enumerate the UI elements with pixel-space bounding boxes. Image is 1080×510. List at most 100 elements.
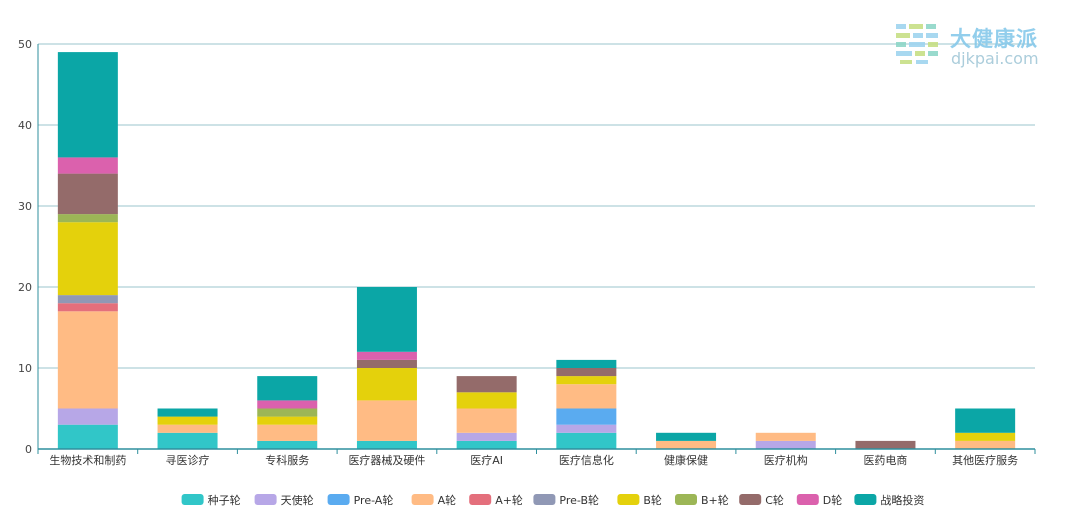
- legend-item[interactable]: 种子轮: [181, 493, 241, 507]
- bar-segment[interactable]: [57, 214, 118, 223]
- bar-segment[interactable]: [57, 408, 118, 425]
- bar-segment[interactable]: [556, 424, 617, 433]
- legend-label: A+轮: [495, 493, 523, 507]
- bar-segment[interactable]: [456, 376, 517, 393]
- legend-item[interactable]: B+轮: [675, 493, 729, 507]
- x-tick-label: 寻医诊疗: [166, 453, 210, 467]
- legend-item[interactable]: A+轮: [469, 493, 523, 507]
- bar-segment[interactable]: [955, 432, 1016, 441]
- legend-swatch: [675, 494, 697, 505]
- legend-label: C轮: [765, 493, 784, 507]
- legend-swatch: [739, 494, 762, 505]
- bar-segment[interactable]: [356, 359, 417, 368]
- y-tick-label: 10: [18, 362, 32, 375]
- legend-item[interactable]: C轮: [739, 493, 784, 507]
- bar-segment[interactable]: [157, 408, 218, 417]
- legend-item[interactable]: B轮: [617, 493, 662, 507]
- legend-label: 种子轮: [208, 493, 241, 507]
- y-tick-label: 0: [25, 443, 32, 456]
- bar-segment[interactable]: [855, 440, 916, 449]
- x-tick-label: 其他医疗服务: [952, 453, 1018, 467]
- bar-segment[interactable]: [456, 440, 517, 449]
- x-tick-label: 医疗AI: [470, 453, 503, 467]
- bar-segment[interactable]: [755, 440, 816, 449]
- bar-segment[interactable]: [57, 222, 118, 296]
- bar-segment[interactable]: [257, 424, 318, 441]
- bar-segment[interactable]: [556, 408, 617, 425]
- legend-label: 战略投资: [880, 493, 924, 507]
- legend-item[interactable]: Pre-B轮: [533, 493, 599, 507]
- bar-segment[interactable]: [257, 440, 318, 449]
- legend-item[interactable]: 战略投资: [854, 493, 924, 507]
- x-tick-label: 医疗器械及硬件: [348, 453, 425, 467]
- y-tick-label: 20: [18, 281, 32, 294]
- bar-segment[interactable]: [157, 416, 218, 425]
- bar-segment[interactable]: [656, 440, 717, 449]
- bar-segment[interactable]: [356, 351, 417, 360]
- bar-segment[interactable]: [556, 432, 617, 449]
- bar-segment[interactable]: [57, 311, 118, 409]
- legend-item[interactable]: 天使轮: [254, 493, 314, 507]
- y-tick-label: 40: [18, 119, 32, 132]
- bar-segment[interactable]: [456, 392, 517, 409]
- bar-segment[interactable]: [556, 384, 617, 409]
- x-axis: 生物技术和制药 寻医诊疗 专科服务 医疗器械及硬件 医疗AI 医疗信息化 健康保健 医疗机构 医…: [37, 448, 1036, 467]
- legend-item[interactable]: Pre-A轮: [327, 493, 394, 507]
- bar-segment[interactable]: [57, 303, 118, 312]
- legend-label: Pre-A轮: [354, 493, 394, 507]
- bar-segment[interactable]: [356, 400, 417, 441]
- bar-segment[interactable]: [656, 432, 717, 441]
- legend-label: B+轮: [701, 493, 729, 507]
- legend-swatch: [327, 494, 350, 505]
- bar-segment[interactable]: [556, 376, 617, 385]
- legend-label: A轮: [438, 493, 457, 507]
- legend: 种子轮 天使轮 Pre-A轮 A轮 A+轮 Pre-B轮 B轮 B+轮 C轮 D轮 战略投资: [181, 493, 924, 507]
- legend-item[interactable]: D轮: [796, 493, 842, 507]
- bar-segment[interactable]: [456, 408, 517, 433]
- bar-segment[interactable]: [57, 52, 118, 158]
- x-tick-label: 医疗信息化: [559, 453, 614, 467]
- x-tick-label: 专科服务: [265, 453, 309, 467]
- bar-segment[interactable]: [257, 416, 318, 425]
- bar-segment[interactable]: [356, 440, 417, 449]
- bar-segment[interactable]: [755, 432, 816, 441]
- x-tick-label: 医药电商: [863, 453, 907, 467]
- bar-segment[interactable]: [456, 432, 517, 441]
- bar-segment[interactable]: [57, 157, 118, 174]
- brand-name: 大健康派: [950, 27, 1038, 51]
- bar-segment[interactable]: [57, 173, 118, 215]
- bar-segment[interactable]: [955, 408, 1016, 433]
- legend-swatch: [469, 494, 492, 505]
- legend-swatch: [854, 494, 877, 505]
- x-tick-label: 医疗机构: [764, 453, 808, 467]
- legend-label: D轮: [823, 493, 842, 507]
- x-tick-label: 健康保健: [664, 453, 708, 467]
- bar-segment[interactable]: [955, 440, 1016, 449]
- bar-segment[interactable]: [257, 400, 318, 409]
- bars: [57, 52, 1016, 449]
- legend-swatch: [617, 494, 640, 505]
- legend-swatch: [181, 494, 204, 505]
- bar-segment[interactable]: [157, 424, 218, 433]
- y-tick-label: 30: [18, 200, 32, 213]
- legend-swatch: [411, 494, 434, 505]
- bar-segment[interactable]: [257, 376, 318, 401]
- legend-label: 天使轮: [281, 493, 314, 507]
- legend-swatch: [254, 494, 277, 505]
- legend-item[interactable]: A轮: [411, 493, 457, 507]
- bar-segment[interactable]: [57, 295, 118, 304]
- bar-segment[interactable]: [257, 408, 318, 417]
- bar-segment[interactable]: [57, 424, 118, 449]
- x-tick-label: 生物技术和制药: [49, 453, 126, 467]
- bar-segment[interactable]: [556, 359, 617, 368]
- bar-segment[interactable]: [556, 368, 617, 377]
- legend-label: Pre-B轮: [559, 493, 599, 507]
- bar-segment[interactable]: [356, 287, 417, 352]
- watermark-logo: 大健康派 djkpai.com: [894, 20, 1054, 72]
- grid-lines: [38, 43, 1035, 369]
- legend-label: B轮: [643, 493, 662, 507]
- legend-swatch: [533, 494, 556, 505]
- bar-segment[interactable]: [356, 368, 417, 401]
- bar-segment[interactable]: [157, 432, 218, 449]
